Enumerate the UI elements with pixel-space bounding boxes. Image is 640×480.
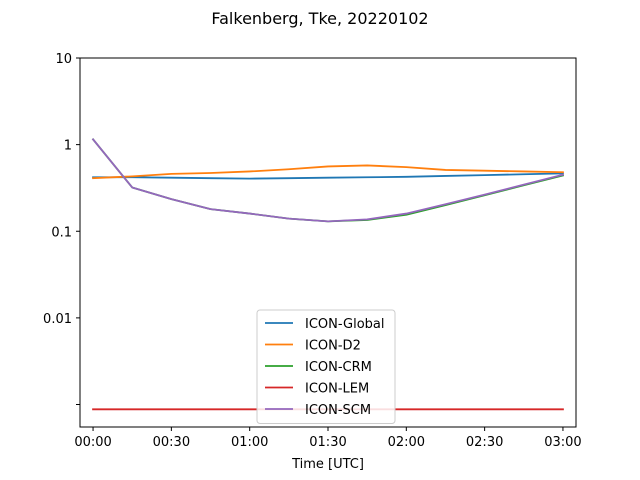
legend-label: ICON-CRM <box>305 360 372 375</box>
series-line-icon-d2 <box>92 164 564 180</box>
x-tick-label: 00:00 <box>74 435 111 450</box>
x-tick-label: 02:30 <box>466 435 503 450</box>
y-tick-label: 10 <box>55 52 72 67</box>
x-tick-label: 02:00 <box>388 435 425 450</box>
legend: ICON-Global ICON-D2 ICON-CRM ICON-LEM ICON-S… <box>256 309 396 424</box>
chart-title: Falkenberg, Tke, 20220102 <box>211 9 428 28</box>
series-line-icon-crm <box>91 138 565 223</box>
series-line-icon-global <box>92 172 564 180</box>
legend-box <box>256 309 396 424</box>
y-tick-label: 0.01 <box>43 312 72 327</box>
x-tick-label: 01:30 <box>309 435 346 450</box>
y-axis: 10 1 0.1 0.01 <box>43 52 80 406</box>
plot-lines <box>91 138 565 411</box>
legend-label: ICON-LEM <box>305 382 369 397</box>
x-tick-label: 03:00 <box>544 435 581 450</box>
x-axis-label: Time [UTC] <box>291 457 364 472</box>
y-tick-label: 1 <box>64 139 72 154</box>
legend-label: ICON-Global <box>305 317 385 332</box>
x-tick-label: 01:00 <box>231 435 268 450</box>
x-axis: 00:00 00:30 01:00 01:30 02:00 02:30 03:00 <box>74 427 582 450</box>
series-line-icon-scm <box>91 138 565 223</box>
legend-label: ICON-D2 <box>305 339 361 354</box>
legend-label: ICON-SCM <box>305 403 371 418</box>
x-tick-label: 00:30 <box>153 435 190 450</box>
y-tick-label: 0.1 <box>51 225 72 240</box>
